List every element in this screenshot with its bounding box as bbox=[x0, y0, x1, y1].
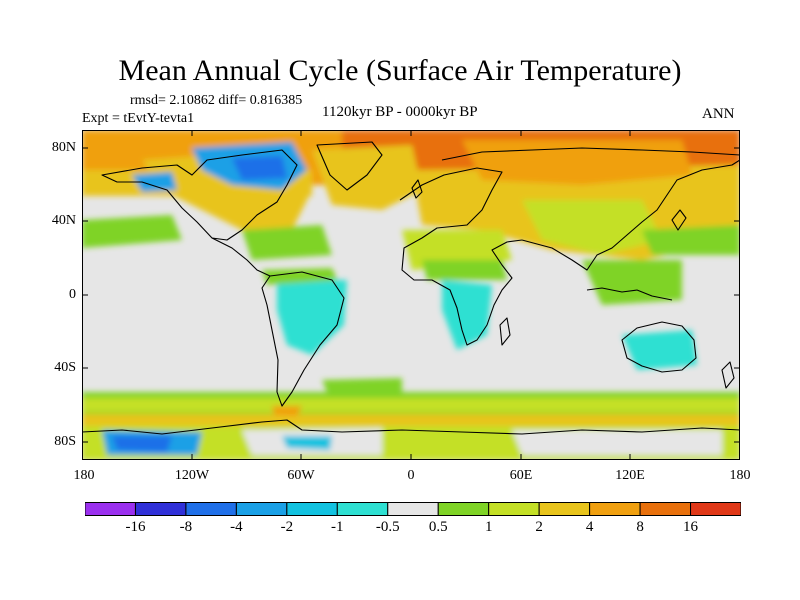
uk-coast bbox=[411, 179, 423, 199]
colorbar-label: 4 bbox=[585, 519, 594, 535]
africa-green bbox=[422, 260, 507, 280]
australia-cooling bbox=[622, 330, 697, 370]
lon-label-120e: 120E bbox=[615, 468, 645, 483]
southern-orange bbox=[272, 406, 302, 416]
colorbar-swatch bbox=[286, 502, 338, 516]
alaska-cooling bbox=[132, 172, 177, 192]
indonesia-coast bbox=[586, 287, 673, 301]
experiment-label: Expt = tEvtY-tevta1 bbox=[82, 111, 195, 126]
hudson-cooling bbox=[232, 156, 287, 180]
asia-green bbox=[522, 200, 662, 255]
colorbar-swatch bbox=[639, 502, 692, 516]
colorbar-label: 8 bbox=[636, 519, 644, 535]
colorbar-swatch bbox=[437, 502, 490, 516]
north-america-coast bbox=[101, 149, 298, 241]
asia-coast bbox=[521, 159, 740, 271]
colorbar-label: 1 bbox=[484, 519, 493, 535]
map-title: Mean Annual Cycle (Surface Air Temperatu… bbox=[118, 54, 682, 87]
antarctic-gray-2 bbox=[512, 430, 722, 455]
madagascar-coast bbox=[499, 317, 511, 346]
colorbar-label: -8 bbox=[179, 519, 193, 535]
colorbar-label: 16 bbox=[683, 519, 699, 535]
rmsd-diff-stats: rmsd= 2.10862 diff= 0.816385 bbox=[130, 93, 303, 108]
colorbar-label: 2 bbox=[535, 519, 543, 535]
arctic-coast bbox=[441, 147, 740, 161]
east-pacific-green bbox=[642, 225, 740, 255]
colorbar-label: 0.5 bbox=[428, 519, 448, 535]
japan-coast bbox=[671, 209, 687, 231]
lat-label-40s: 40S bbox=[54, 360, 76, 375]
temperature-anomaly-map bbox=[82, 130, 740, 460]
lon-label-180e: 180 bbox=[729, 468, 751, 483]
north-pacific-green bbox=[82, 215, 182, 248]
south-america-green bbox=[262, 268, 337, 285]
colorbar-swatch bbox=[134, 502, 187, 516]
south-america-coast bbox=[261, 271, 345, 407]
atlantic-warm bbox=[312, 145, 422, 210]
period-label: 1120kyr BP - 0000kyr BP bbox=[322, 104, 478, 120]
southern-green-2 bbox=[322, 378, 402, 392]
colorbar-label: -4 bbox=[230, 519, 243, 535]
map-frame bbox=[82, 130, 740, 460]
colorbar-swatch bbox=[690, 502, 741, 516]
africa-cooling bbox=[442, 280, 492, 350]
new-zealand-coast bbox=[721, 361, 735, 389]
south-america-cooling bbox=[277, 280, 347, 355]
colorbar-label: -2 bbox=[280, 519, 294, 535]
colorbar-swatch bbox=[589, 502, 641, 516]
colorbar-swatch bbox=[488, 502, 540, 516]
greenland-coast bbox=[316, 141, 383, 191]
colorbar-label: -16 bbox=[125, 519, 146, 535]
lon-label-180w: 180 bbox=[73, 468, 95, 483]
colorbar-swatch bbox=[387, 502, 439, 516]
lon-label-60e: 60E bbox=[509, 468, 533, 483]
lat-label-0: 0 bbox=[69, 287, 76, 302]
southern-ocean-band-2 bbox=[82, 398, 740, 412]
siberia-warm bbox=[462, 140, 692, 185]
colorbar-swatch bbox=[538, 502, 591, 516]
lon-label-120w: 120W bbox=[174, 468, 210, 483]
antarctica-coast bbox=[82, 419, 740, 435]
colorbar-swatch bbox=[336, 502, 389, 516]
europe-africa-coast bbox=[399, 167, 523, 346]
lat-label-80s: 80S bbox=[54, 434, 76, 449]
season-label: ANN bbox=[702, 106, 735, 122]
colorbar-label: -1 bbox=[331, 519, 344, 535]
lat-label-40n: 40N bbox=[51, 213, 76, 228]
antarctic-cooling-2 bbox=[282, 436, 332, 450]
lat-label-80n: 80N bbox=[51, 140, 76, 155]
lon-label-60w: 60W bbox=[287, 468, 315, 483]
colorbar bbox=[85, 502, 741, 516]
colorbar-swatch bbox=[235, 502, 288, 516]
colorbar-swatch bbox=[185, 502, 237, 516]
colorbar-swatch bbox=[85, 502, 136, 516]
australia-coast bbox=[621, 321, 697, 373]
lon-label-0: 0 bbox=[407, 468, 415, 483]
colorbar-label: -0.5 bbox=[375, 519, 400, 535]
coastlines bbox=[82, 141, 740, 435]
mid-atlantic-green bbox=[242, 225, 332, 260]
antarctic-cooling-deep bbox=[112, 436, 172, 452]
southern-ocean-band-3 bbox=[82, 414, 740, 428]
maritime-green bbox=[582, 260, 682, 305]
central-america-coast bbox=[211, 237, 271, 277]
